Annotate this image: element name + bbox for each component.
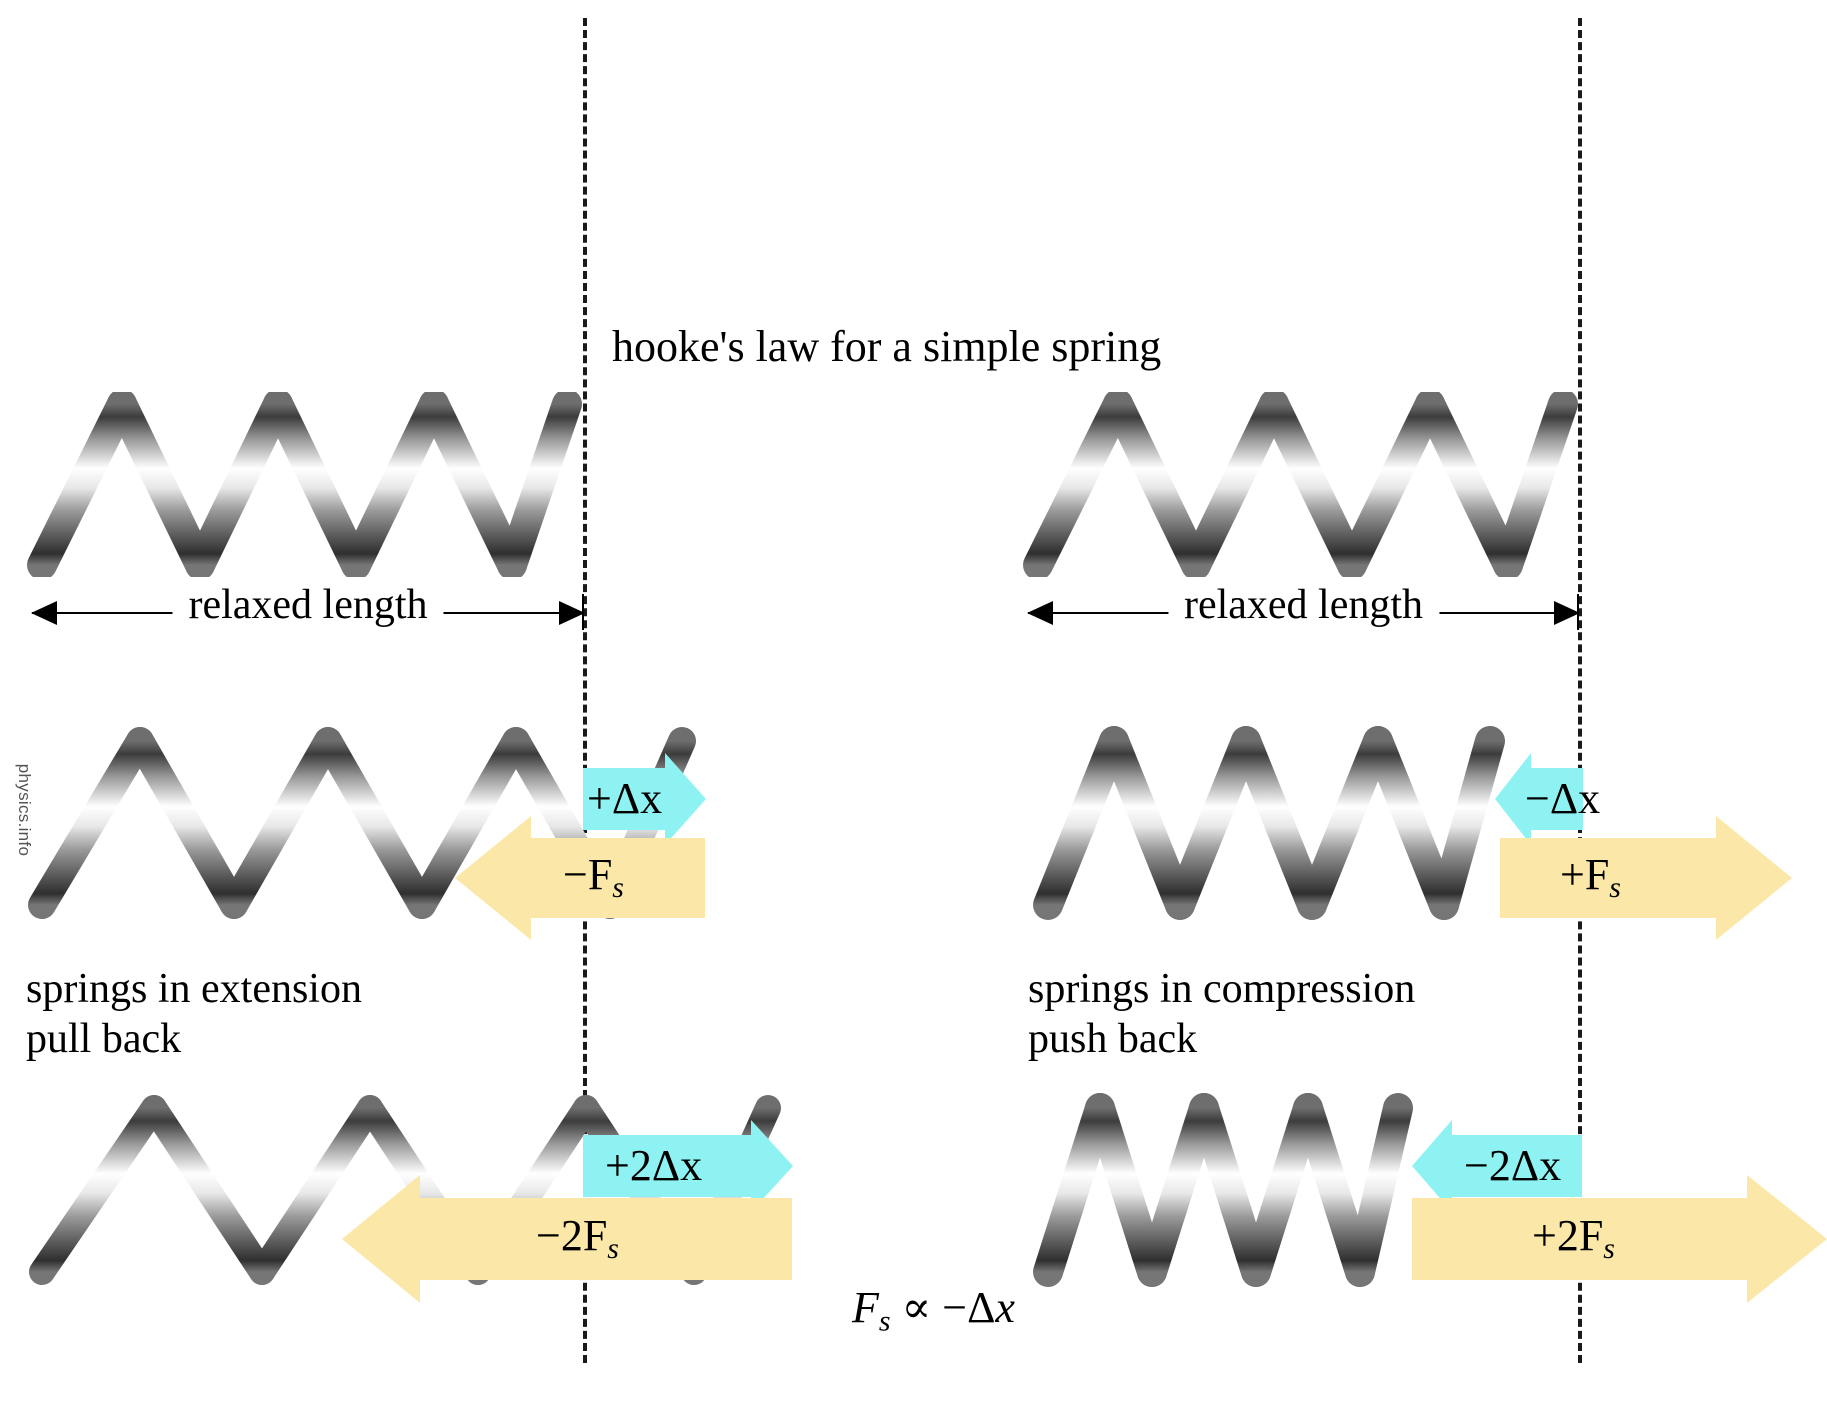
arrow-shaft — [583, 768, 665, 830]
right-equilibrium-line — [1578, 18, 1582, 1363]
arrow-shaft — [583, 1135, 751, 1197]
formula-force-symbol: F — [852, 1283, 879, 1332]
arrow-displacement-right-compression-1x: −Δx — [1495, 753, 1600, 845]
arrowhead-left-icon — [1495, 753, 1531, 845]
arrowhead-left-icon — [1412, 1120, 1452, 1212]
force-label-left-2x: −2Fs — [536, 1210, 619, 1266]
arrowhead-right-icon — [1747, 1175, 1827, 1303]
arrow-force-right-compression-2x: +2Fs — [1412, 1175, 1827, 1303]
displacement-label-right-1x: −Δx — [1525, 774, 1601, 823]
arrow-shaft — [1529, 768, 1583, 830]
arrowhead-right-icon — [1554, 601, 1580, 625]
arrowhead-right-icon — [751, 1120, 793, 1212]
force-label-right-2x: +2Fs — [1532, 1210, 1615, 1266]
formula-force-subscript: s — [878, 1304, 891, 1338]
left-relaxed-length-label: relaxed length — [172, 584, 444, 626]
displacement-label-right-2x: −2Δx — [1464, 1141, 1562, 1190]
arrow-displacement-left-extension-1x: +Δx — [583, 753, 706, 845]
arrowhead-left-icon — [455, 816, 531, 940]
arrowhead-right-icon — [665, 753, 706, 845]
arrowhead-right-icon — [559, 601, 585, 625]
arrowhead-right-icon — [1716, 816, 1792, 940]
dimension-end-tick — [1577, 594, 1579, 630]
arrow-displacement-right-compression-2x: −2Δx — [1412, 1120, 1582, 1212]
spring-right-relaxed — [1018, 392, 1598, 577]
displacement-label-left-1x: +Δx — [587, 774, 663, 823]
spring-right-compression-1x — [1028, 725, 1523, 920]
arrow-shaft — [1450, 1135, 1582, 1197]
arrow-force-left-extension-2x: −2Fs — [342, 1175, 792, 1303]
left-panel-caption: springs in extension pull back — [26, 966, 362, 1062]
arrow-shaft — [1412, 1198, 1747, 1280]
arrow-shaft — [418, 1198, 792, 1280]
arrow-shaft — [529, 838, 705, 918]
displacement-label-left-2x: +2Δx — [605, 1141, 703, 1190]
arrow-displacement-left-extension-2x: +2Δx — [583, 1120, 793, 1212]
dimension-end-tick — [582, 594, 584, 630]
arrowhead-left-icon — [342, 1175, 420, 1303]
left-relaxed-length-dimension: relaxed length — [31, 584, 585, 636]
force-label-left-1x: −Fs — [563, 849, 624, 905]
hookes-law-formula: Fs ∝ −Δx — [852, 1286, 1015, 1336]
right-relaxed-length-dimension: relaxed length — [1027, 584, 1580, 636]
spring-right-compression-2x — [1028, 1090, 1428, 1290]
arrow-shaft — [1500, 838, 1716, 918]
left-equilibrium-line — [583, 18, 587, 1363]
force-label-right-1x: +Fs — [1560, 849, 1621, 905]
right-panel-caption: springs in compression push back — [1028, 966, 1416, 1062]
formula-relation: ∝ −Δ — [890, 1283, 996, 1332]
formula-variable: x — [995, 1283, 1015, 1332]
right-relaxed-length-label: relaxed length — [1167, 584, 1440, 626]
arrow-force-left-extension-1x: −Fs — [455, 816, 705, 940]
spring-left-relaxed — [22, 392, 602, 577]
arrowhead-left-icon — [31, 601, 57, 625]
page-title: hooke's law for a simple spring — [612, 322, 1162, 371]
arrow-force-right-compression-1x: +Fs — [1500, 816, 1792, 940]
arrowhead-left-icon — [1027, 601, 1053, 625]
